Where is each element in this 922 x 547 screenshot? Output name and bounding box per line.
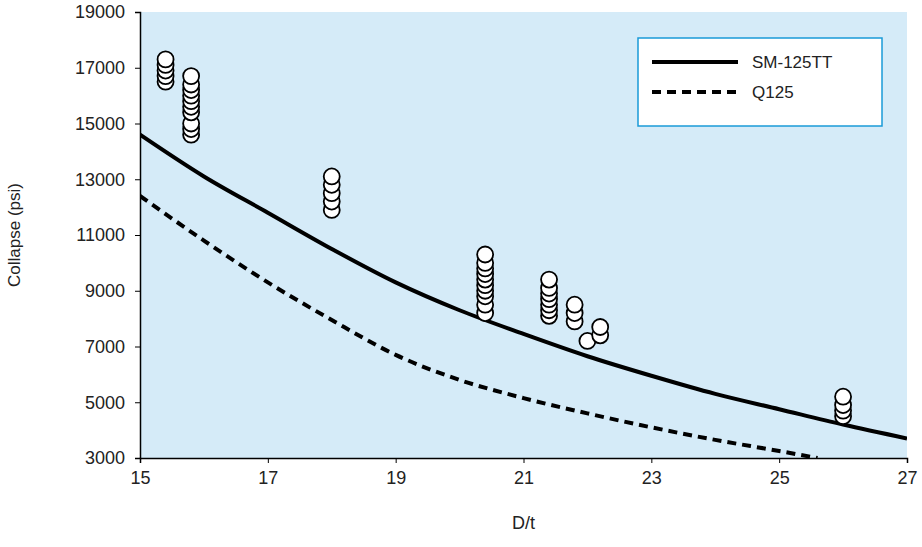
scatter-point	[158, 51, 174, 67]
y-tick: 7000	[85, 337, 140, 357]
y-axis-line	[135, 13, 141, 459]
y-tick-mark	[135, 235, 140, 236]
y-tick-mark	[135, 347, 140, 348]
y-tick-mark	[135, 179, 140, 180]
series-line	[140, 196, 818, 458]
y-tick: 15000	[75, 114, 140, 134]
y-tick: 17000	[75, 58, 140, 78]
legend-swatch	[652, 60, 738, 64]
scatter-point	[541, 272, 557, 288]
x-tick-mark	[907, 458, 908, 463]
scatter-point	[324, 168, 340, 184]
legend-box	[638, 38, 882, 126]
y-tick-label: 13000	[75, 170, 125, 190]
y-axis: 3000 5000 7000 9000 11000 13000 15000 17000 1900…	[75, 2, 141, 468]
legend-label: SM-125TT	[752, 53, 832, 72]
y-tick-label: 3000	[85, 448, 125, 468]
y-tick: 3000	[85, 448, 140, 468]
x-tick-label: 15	[130, 468, 150, 488]
y-tick-label: 15000	[75, 114, 125, 134]
y-tick-label: 17000	[75, 58, 125, 78]
y-tick-mark	[135, 68, 140, 69]
x-tick: 21	[514, 458, 534, 488]
y-tick-mark	[135, 402, 140, 403]
y-tick-label: 7000	[85, 337, 125, 357]
y-tick: 5000	[85, 393, 140, 413]
y-tick-label: 19000	[75, 2, 125, 22]
y-tick: 11000	[76, 225, 140, 245]
y-tick-mark	[135, 458, 140, 459]
x-tick: 19	[386, 458, 406, 488]
y-tick: 19000	[75, 2, 140, 22]
x-tick-mark	[268, 458, 269, 463]
scatter-point	[567, 297, 583, 313]
y-tick-label: 5000	[85, 393, 125, 413]
x-tick-mark	[779, 458, 780, 463]
x-tick-label: 23	[642, 468, 662, 488]
x-tick-mark	[396, 458, 397, 463]
y-tick-mark	[135, 291, 140, 292]
chart: 15 17 19 21 23 25 27 3000 5000 7000 9000 11000 13000…	[0, 0, 922, 547]
x-tick: 25	[770, 458, 790, 488]
legend-swatch	[652, 90, 738, 94]
x-tick-label: 27	[897, 468, 917, 488]
x-tick: 23	[642, 458, 662, 488]
scatter-point	[835, 389, 851, 405]
x-tick-mark	[651, 458, 652, 463]
plot-background	[140, 12, 907, 458]
y-tick-label: 9000	[85, 281, 125, 301]
x-tick: 15	[130, 458, 150, 488]
x-tick-mark	[524, 458, 525, 463]
legend-label: Q125	[752, 83, 794, 102]
x-tick: 27	[897, 458, 917, 488]
x-tick: 17	[258, 458, 278, 488]
scatter-point	[592, 319, 608, 335]
y-tick: 13000	[75, 170, 140, 190]
x-axis-title: D/t	[512, 513, 535, 533]
x-tick-label: 19	[386, 468, 406, 488]
x-axis: 15 17 19 21 23 25 27	[130, 458, 917, 488]
scatter-point	[183, 68, 199, 84]
x-tick-label: 21	[514, 468, 534, 488]
plot: 15 17 19 21 23 25 27 3000 5000 7000 9000 11000 13000…	[75, 2, 918, 488]
series-line	[140, 135, 907, 439]
y-tick-mark	[135, 12, 140, 13]
y-tick: 9000	[85, 281, 140, 301]
y-tick-label: 11000	[76, 225, 125, 245]
legend: SM-125TT Q125	[638, 38, 882, 126]
scatter-point	[477, 247, 493, 263]
y-axis-title: Collapse (psi)	[5, 183, 24, 287]
x-tick-label: 25	[770, 468, 790, 488]
x-axis-line	[141, 459, 908, 464]
x-tick-label: 17	[258, 468, 278, 488]
y-tick-mark	[135, 124, 140, 125]
